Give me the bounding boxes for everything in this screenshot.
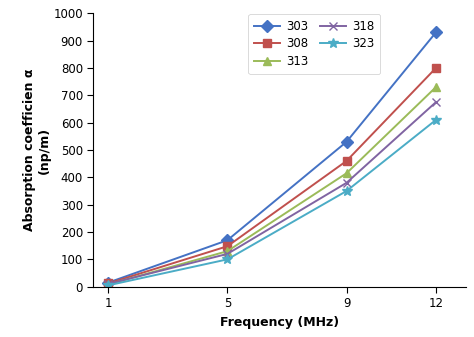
303 xyxy=(225,238,230,242)
323 xyxy=(105,283,111,287)
318 xyxy=(433,100,439,104)
Y-axis label: Absorption coefficien α
(np/m): Absorption coefficien α (np/m) xyxy=(23,69,51,231)
313 xyxy=(344,171,349,175)
318 xyxy=(105,282,111,286)
X-axis label: Frequency (MHz): Frequency (MHz) xyxy=(220,316,339,329)
323 xyxy=(225,257,230,262)
308 xyxy=(433,66,439,70)
313 xyxy=(433,85,439,89)
Line: 318: 318 xyxy=(104,98,440,288)
303 xyxy=(105,281,111,285)
Line: 323: 323 xyxy=(103,115,441,290)
318 xyxy=(344,181,349,185)
Line: 303: 303 xyxy=(104,28,440,287)
308 xyxy=(225,244,230,248)
313 xyxy=(105,282,111,286)
Legend: 303, 308, 313, 318, 323: 303, 308, 313, 318, 323 xyxy=(248,14,380,74)
303 xyxy=(433,30,439,34)
Line: 313: 313 xyxy=(104,83,440,289)
318 xyxy=(225,252,230,256)
313 xyxy=(225,249,230,253)
323 xyxy=(433,118,439,122)
308 xyxy=(105,281,111,285)
303 xyxy=(344,140,349,144)
323 xyxy=(344,189,349,193)
308 xyxy=(344,159,349,163)
Line: 308: 308 xyxy=(104,64,440,287)
